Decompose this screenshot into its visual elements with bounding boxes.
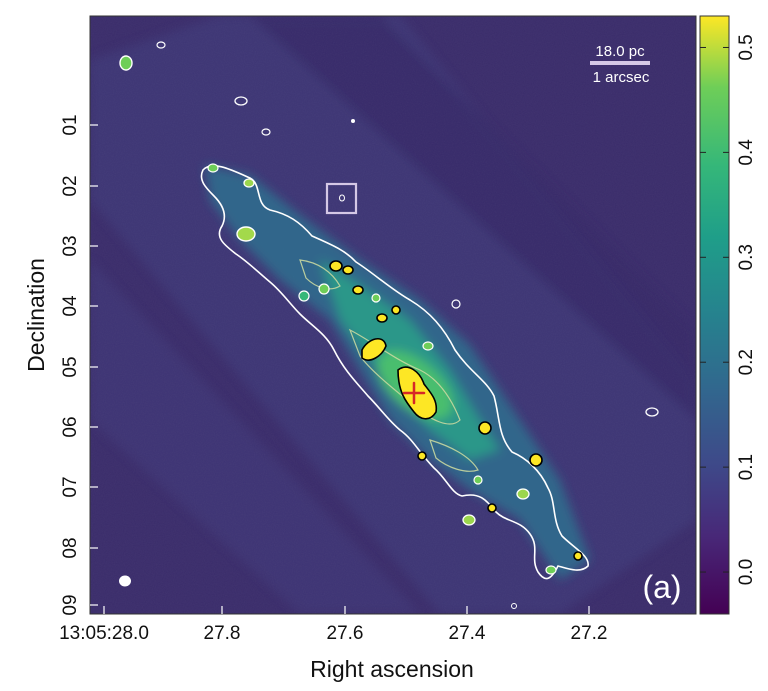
colorbar-ticks: 0.0 0.1 0.2 0.3 0.4 0.5 [700,34,757,585]
scalebar: 18.0 pc 1 arcsec [590,43,650,86]
beam-ellipse [119,575,131,587]
x-axis-title: Right ascension [310,656,474,682]
x-tick-label: 27.8 [204,623,241,644]
y-axis-title: Declination [23,258,49,372]
core-2 [361,338,387,361]
image-frame [89,15,697,615]
colorbar-tick-label: 0.3 [736,244,757,270]
y-tick-label: 08 [60,537,81,558]
core-7 [478,421,492,435]
y-tick-label: 06 [60,416,81,437]
colorbar-tick-label: 0.0 [736,559,757,585]
core-12 [417,451,427,461]
y-axis: 01 02 03 04 05 06 07 08 09 Declination [23,114,98,616]
outer-contour [200,165,589,580]
colorbar-tick-label: 0.4 [736,139,757,166]
x-tick-label: 13:05:28.0 [59,623,149,644]
scalebar-angular-label: 1 arcsec [593,69,650,86]
scalebar-line [590,61,650,65]
x-tick-label: 27.6 [327,623,364,644]
core-8 [529,453,543,467]
colorbar-tick-label: 0.1 [736,454,757,480]
core-10 [487,503,497,513]
y-tick-label: 04 [60,295,81,317]
panel-label: (a) [642,569,681,605]
colorbar-bar [699,15,730,615]
colorbar-tick-label: 0.5 [736,34,757,60]
core-6 [376,313,388,323]
y-tick-label: 01 [60,114,81,135]
core-11 [391,305,401,315]
core-3 [329,260,343,272]
small-knots [119,41,659,609]
image-panel: 18.0 pc 1 arcsec (a) [90,16,696,614]
colorbar: 0.0 0.1 0.2 0.3 0.4 0.5 [699,15,757,615]
colorbar-tick-label: 0.2 [736,349,757,375]
core-5 [352,285,364,295]
y-tick-label: 05 [60,356,81,377]
y-tick-label: 02 [60,175,81,196]
y-tick-label: 03 [60,235,81,256]
peak-marker-cross [402,381,426,405]
core-4 [342,265,354,275]
x-axis: 13:05:28.0 27.8 27.6 27.4 27.2 Right asc… [59,606,607,682]
inner-contours [299,259,479,472]
core-9 [573,551,583,561]
x-tick-label: 27.2 [571,623,608,644]
region-box [325,182,358,215]
y-tick-label: 09 [60,594,81,615]
x-tick-label: 27.4 [449,623,486,644]
scalebar-physical-label: 18.0 pc [595,43,645,60]
y-tick-label: 07 [60,476,81,497]
